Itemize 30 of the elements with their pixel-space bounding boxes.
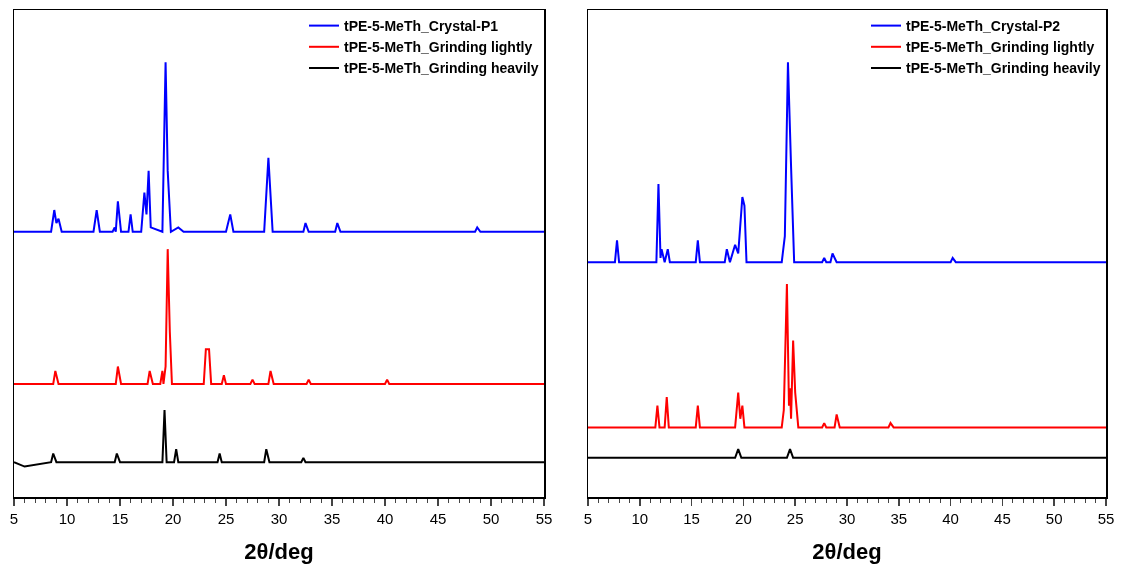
x-tick-label: 25: [786, 509, 804, 527]
x-tick-label: 40: [376, 509, 394, 527]
x-tick-label: 55: [1097, 509, 1115, 527]
x-tick-label: 45: [994, 509, 1011, 527]
legend-label: tPE-5-MeTh_Crystal-P1: [344, 18, 499, 35]
legend-label: tPE-5-MeTh_Grinding heavily: [344, 60, 539, 77]
x-tick-label: 30: [838, 509, 856, 527]
legend-label: tPE-5-MeTh_Grinding lightly: [906, 39, 1095, 56]
x-axis-title: 2θ/deg: [244, 539, 314, 565]
x-tick-label: 50: [1045, 509, 1063, 527]
x-tick-label: 10: [631, 509, 649, 527]
x-tick-label: 25: [217, 509, 235, 527]
x-tick-label: 35: [323, 509, 341, 527]
legend-label: tPE-5-MeTh_Crystal-P2: [906, 18, 1061, 35]
x-tick-label: 55: [535, 509, 553, 527]
x-axis-title: 2θ/deg: [812, 539, 882, 565]
x-tick-label: 50: [482, 509, 500, 527]
x-tick-label: 20: [164, 509, 182, 527]
x-tick-label: 45: [429, 509, 447, 527]
x-tick-label: 15: [683, 509, 700, 527]
x-tick-label: 10: [58, 509, 76, 527]
x-tick-label: 5: [9, 509, 19, 527]
x-tick-label: 30: [270, 509, 288, 527]
legend-label: tPE-5-MeTh_Grinding heavily: [906, 60, 1101, 77]
x-tick-label: 15: [111, 509, 129, 527]
x-tick-label: 20: [735, 509, 752, 527]
legend-label: tPE-5-MeTh_Grinding lightly: [344, 39, 533, 56]
x-tick-label: 5: [583, 509, 593, 527]
x-tick-label: 35: [890, 509, 908, 527]
x-tick-label: 40: [942, 509, 959, 527]
